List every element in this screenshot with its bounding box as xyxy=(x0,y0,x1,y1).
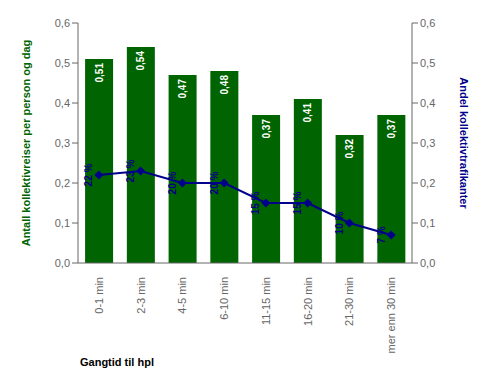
svg-text:0-1 min: 0-1 min xyxy=(93,277,105,314)
svg-text:0,2: 0,2 xyxy=(420,177,435,189)
svg-text:6-10 min: 6-10 min xyxy=(218,277,230,320)
svg-text:Gangtid til hpl: Gangtid til hpl xyxy=(80,356,154,368)
svg-text:21-30 min: 21-30 min xyxy=(343,277,355,326)
svg-text:0,32: 0,32 xyxy=(344,139,355,159)
svg-text:23 %: 23 % xyxy=(125,159,136,182)
svg-text:20 %: 20 % xyxy=(167,171,178,194)
svg-text:0,3: 0,3 xyxy=(55,137,70,149)
svg-text:11-15 min: 11-15 min xyxy=(260,277,272,325)
svg-text:0,37: 0,37 xyxy=(386,119,397,139)
svg-text:Andel kollektivtrafikanter: Andel kollektivtrafikanter xyxy=(458,77,470,209)
svg-text:15 %: 15 % xyxy=(292,191,303,214)
svg-text:10 %: 10 % xyxy=(334,211,345,234)
svg-text:0,5: 0,5 xyxy=(420,57,435,69)
svg-text:4-5 min: 4-5 min xyxy=(176,277,188,314)
svg-text:7 %: 7 % xyxy=(376,226,387,243)
svg-text:0,54: 0,54 xyxy=(135,51,146,71)
svg-text:0,37: 0,37 xyxy=(261,119,272,139)
svg-text:2-3 min: 2-3 min xyxy=(135,277,147,314)
svg-text:16-20 min: 16-20 min xyxy=(302,277,314,326)
svg-text:0,6: 0,6 xyxy=(55,17,70,29)
svg-text:0,5: 0,5 xyxy=(55,57,70,69)
svg-text:0,1: 0,1 xyxy=(55,217,70,229)
svg-text:0,2: 0,2 xyxy=(55,177,70,189)
svg-text:0,6: 0,6 xyxy=(420,17,435,29)
svg-text:0,1: 0,1 xyxy=(420,217,435,229)
svg-text:mer enn 30 min: mer enn 30 min xyxy=(385,277,397,353)
svg-text:0,3: 0,3 xyxy=(420,137,435,149)
svg-text:Antall kollektivreiser per per: Antall kollektivreiser per person og dag xyxy=(20,40,32,247)
svg-text:0,0: 0,0 xyxy=(420,257,435,269)
svg-text:0,4: 0,4 xyxy=(420,97,435,109)
svg-text:0,0: 0,0 xyxy=(55,257,70,269)
svg-text:0,41: 0,41 xyxy=(302,103,313,123)
svg-text:0,4: 0,4 xyxy=(55,97,70,109)
svg-text:22 %: 22 % xyxy=(83,163,94,186)
svg-text:0,47: 0,47 xyxy=(177,79,188,99)
svg-text:0,51: 0,51 xyxy=(94,63,105,83)
svg-text:15 %: 15 % xyxy=(250,191,261,214)
svg-text:0,48: 0,48 xyxy=(219,75,230,95)
svg-text:20 %: 20 % xyxy=(209,171,220,194)
